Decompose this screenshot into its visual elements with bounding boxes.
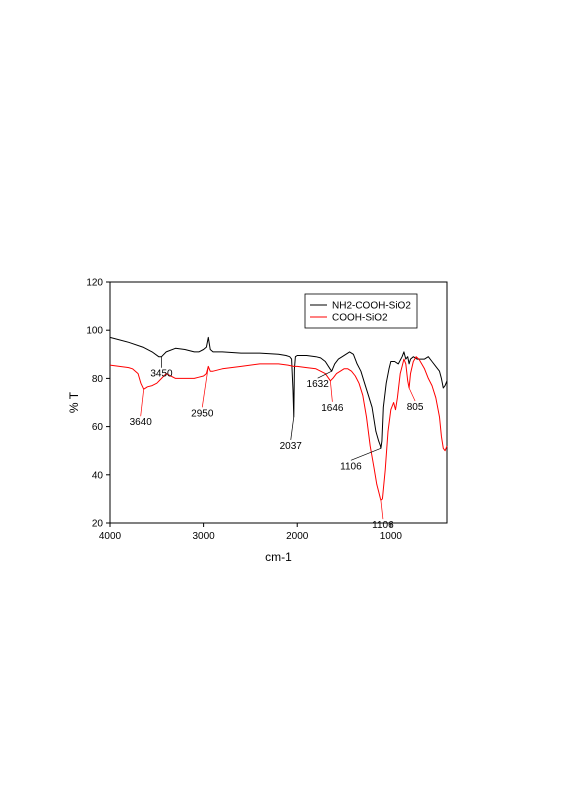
series-layer bbox=[109, 336, 448, 501]
x-tick-label: 4000 bbox=[99, 531, 122, 542]
annotation-label: 3640 bbox=[130, 417, 153, 428]
annotation-label: 1632 bbox=[307, 379, 330, 390]
y-tick-label: 80 bbox=[92, 374, 104, 385]
series-line-0 bbox=[109, 336, 448, 449]
x-tick-label: 1000 bbox=[380, 531, 403, 542]
annotation-leader bbox=[317, 370, 332, 379]
annotation-leader bbox=[408, 387, 416, 402]
y-tick-label: 100 bbox=[86, 326, 103, 337]
y-axis-ticks: 20 40 60 80 100 120 bbox=[86, 278, 110, 530]
annotation-label: 1646 bbox=[321, 403, 344, 414]
series-line-1 bbox=[109, 356, 448, 501]
y-tick-label: 40 bbox=[92, 470, 104, 481]
annotation-label: 3450 bbox=[150, 369, 173, 380]
plot-frame bbox=[109, 281, 448, 524]
annotation-leader bbox=[290, 416, 295, 441]
x-axis-ticks: 4000 3000 2000 1000 bbox=[99, 523, 403, 542]
annotation-layer: 3450 3640 2950 2037 1632 1646 1106 1106 805 bbox=[130, 356, 424, 531]
legend-label: NH2-COOH-SiO2 bbox=[332, 301, 411, 312]
x-axis-title: cm-1 bbox=[265, 550, 292, 564]
annotation-label: 2037 bbox=[280, 441, 303, 452]
legend-box bbox=[304, 293, 418, 329]
legend-label: COOH-SiO2 bbox=[332, 313, 388, 324]
annotation-label: 1106 bbox=[372, 520, 394, 531]
annotation-label: 2950 bbox=[191, 408, 214, 419]
annotation-leader bbox=[330, 380, 333, 402]
annotation-leader bbox=[350, 447, 382, 461]
y-tick-label: 20 bbox=[92, 519, 104, 530]
y-tick-label: 120 bbox=[86, 278, 103, 289]
y-axis-title: % T bbox=[67, 391, 81, 413]
annotation-leader bbox=[140, 389, 145, 417]
annotation-label: 1106 bbox=[340, 461, 362, 472]
annotation-leader bbox=[201, 366, 209, 408]
y-tick-label: 60 bbox=[92, 422, 104, 433]
plot-border bbox=[109, 281, 448, 524]
x-tick-label: 2000 bbox=[286, 531, 309, 542]
annotation-leader bbox=[380, 500, 384, 520]
annotation-label: 805 bbox=[407, 402, 424, 413]
x-tick-label: 3000 bbox=[192, 531, 215, 542]
